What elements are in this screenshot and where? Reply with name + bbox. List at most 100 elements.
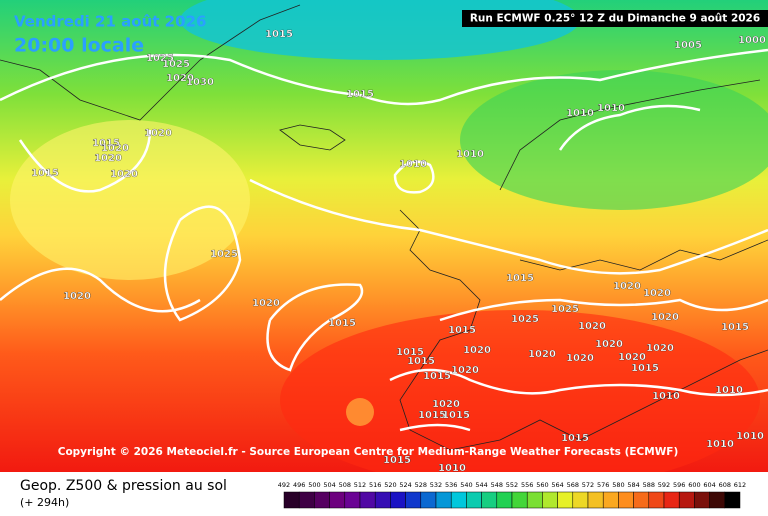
isobar-label: 1015	[328, 318, 356, 329]
colorbar-tick-label: 552	[506, 481, 518, 489]
colorbar-cell	[298, 491, 315, 509]
colorbar-tick-label: 500	[308, 481, 320, 489]
isobar-label: 1025	[146, 53, 174, 64]
isobar-label: 1015	[721, 322, 749, 333]
isobar-label: 1010	[736, 431, 764, 442]
colorbar-cell	[450, 491, 467, 509]
isobar-label: 1015	[423, 371, 451, 382]
copyright: Copyright © 2026 Meteociel.fr - Source E…	[58, 446, 679, 458]
colorbar-tick-label: 504	[323, 481, 335, 489]
colorbar-cell	[602, 491, 619, 509]
colorbar-tick-label: 508	[339, 481, 351, 489]
colorbar-cell	[542, 491, 558, 509]
colorbar-tick-label: 588	[643, 481, 655, 489]
isobar-label: 1020	[528, 349, 556, 360]
colorbar-cell	[678, 491, 695, 509]
isobar-label: 1020	[166, 73, 194, 84]
colorbar-tick-label: 580	[612, 481, 624, 489]
colorbar-tick-label: 528	[415, 481, 427, 489]
isobar-label: 1015	[448, 325, 476, 336]
forecast-date: Vendredi 21 août 2026	[14, 13, 206, 31]
isobar-label: 1030	[186, 77, 214, 88]
colorbar-tick-label: 600	[688, 481, 700, 489]
isobar-label: 1015	[561, 433, 589, 444]
colorbar-cell	[496, 491, 513, 509]
warm-spot	[346, 398, 374, 426]
isobar-label: 1015	[92, 138, 120, 149]
colorbar-cell	[511, 491, 528, 509]
colorbar-cell	[314, 491, 330, 509]
isobar-label: 1010	[597, 103, 625, 114]
isobar-label: 1020	[651, 312, 679, 323]
colorbar-cell	[648, 491, 665, 509]
colorbar-cell	[466, 491, 482, 509]
colorbar-tick-label: 544	[475, 481, 487, 489]
coastlines	[0, 4, 768, 451]
high-geopotential	[280, 310, 760, 490]
colorbar-tick-label: 540	[460, 481, 472, 489]
isobar-labels: 1015102510251020103010151020101510201020…	[31, 29, 766, 474]
colorbar-tick-label: 568	[567, 481, 579, 489]
colorbar-cell	[572, 491, 589, 509]
colorbar-tick-label: 548	[491, 481, 503, 489]
isobar-label: 1015	[631, 363, 659, 374]
colorbar-tick-label: 596	[673, 481, 685, 489]
colorbar-tick-label: 592	[658, 481, 670, 489]
isobar-label: 1010	[566, 108, 594, 119]
colorbar-cell	[329, 491, 346, 509]
isobar-label: 1015	[506, 273, 534, 284]
isobar-label: 1020	[110, 169, 138, 180]
isobar-label: 1020	[463, 345, 491, 356]
isobar-label: 1015	[346, 89, 374, 100]
isobar-label: 1020	[618, 352, 646, 363]
colorbar-cell	[694, 491, 710, 509]
isobar-label: 1020	[94, 153, 122, 164]
colorbar-tick-label: 612	[734, 481, 746, 489]
isobar-label: 1020	[252, 298, 280, 309]
isobar-label: 1015	[31, 168, 59, 179]
colorbar-cell	[618, 491, 634, 509]
colorbar-tick-label: 572	[582, 481, 594, 489]
isobar-label: 1005	[674, 40, 702, 51]
isobar-label: 1020	[643, 288, 671, 299]
colorbar-cell	[374, 491, 391, 509]
colorbar-cell	[420, 491, 437, 509]
colorbar-tick-label: 564	[551, 481, 563, 489]
colorbar-tick-label: 576	[597, 481, 609, 489]
isobar-label: 1015	[265, 29, 293, 40]
colorbar-tick-label: 512	[354, 481, 366, 489]
lead-time: (+ 294h)	[20, 496, 69, 509]
colorbar-cell	[481, 491, 498, 509]
colorbar-tick-label: 520	[384, 481, 396, 489]
colorbar-cell	[405, 491, 422, 509]
colorbar-cell	[724, 491, 741, 509]
colorbar-cell	[587, 491, 604, 509]
isobar-label: 1025	[162, 59, 190, 70]
colorbar-tick-label: 516	[369, 481, 381, 489]
colorbar-cell	[359, 491, 376, 509]
isobar-label: 1010	[456, 149, 484, 160]
isobar-label: 1025	[210, 249, 238, 260]
isobar-label: 1015	[407, 356, 435, 367]
colorbar-cell	[526, 491, 543, 509]
colorbar-cell	[344, 491, 361, 509]
run-label: Run ECMWF 0.25° 12 Z du Dimanche 9 août …	[470, 13, 760, 25]
isobar-label: 1025	[511, 314, 539, 325]
isobar-label: 1015	[442, 410, 470, 421]
colorbar-tick-label: 492	[278, 481, 290, 489]
isobar-label: 1020	[646, 343, 674, 354]
colorbar: 492 496 500 504 508 512 516 520 524 528 532 536 540 5…	[278, 481, 746, 509]
isobar-label: 1020	[63, 291, 91, 302]
isobars	[0, 48, 768, 432]
isobar-label: 1020	[613, 281, 641, 292]
trough	[460, 70, 768, 210]
colorbar-tick-label: 584	[627, 481, 639, 489]
colorbar-cell	[435, 491, 452, 509]
colorbar-tick-label: 608	[719, 481, 731, 489]
isobar-label: 1010	[438, 463, 466, 474]
colorbar-tick-label: 524	[399, 481, 411, 489]
colorbar-tick-label: 560	[536, 481, 548, 489]
isobar-label: 1015	[396, 347, 424, 358]
colorbar-cell	[283, 491, 300, 509]
colorbar-tick-label: 556	[521, 481, 533, 489]
